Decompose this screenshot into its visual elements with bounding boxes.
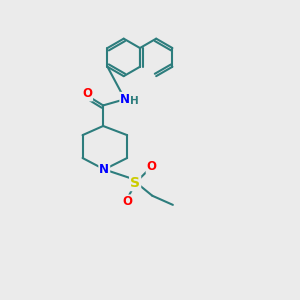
- Text: S: S: [130, 176, 140, 190]
- Text: O: O: [122, 195, 132, 208]
- Text: O: O: [147, 160, 157, 173]
- Text: O: O: [82, 88, 92, 100]
- Text: H: H: [130, 96, 139, 106]
- Text: N: N: [120, 93, 130, 106]
- Text: N: N: [99, 163, 109, 176]
